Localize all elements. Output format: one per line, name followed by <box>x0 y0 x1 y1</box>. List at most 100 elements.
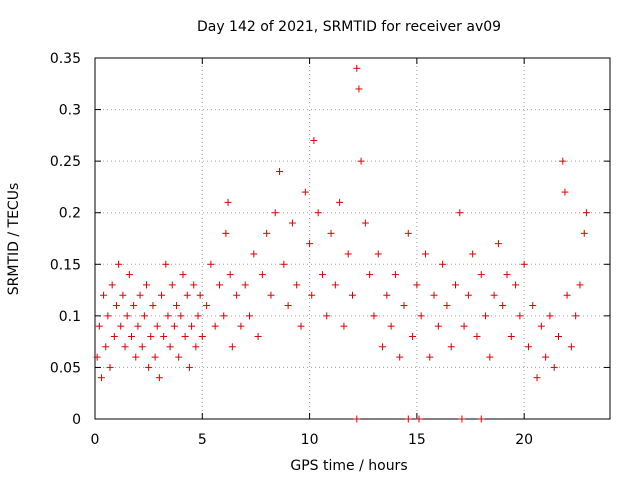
data-point <box>458 415 466 423</box>
data-point <box>400 302 408 310</box>
data-point <box>559 157 567 165</box>
data-point <box>119 291 127 299</box>
data-point <box>572 312 580 320</box>
data-point <box>546 312 554 320</box>
data-point <box>211 322 219 330</box>
data-point <box>464 291 472 299</box>
data-point <box>482 312 490 320</box>
data-point <box>194 312 202 320</box>
data-point <box>106 363 114 371</box>
data-point <box>222 229 230 237</box>
data-point <box>349 291 356 299</box>
data-point <box>149 302 157 310</box>
axis-ticks: 0 5 10 15 20 0 0.05 0.1 0.15 0.2 0.25 0.3 0.35 <box>50 51 610 448</box>
data-point <box>486 353 494 361</box>
data-point <box>469 250 477 258</box>
data-point <box>460 322 468 330</box>
data-point <box>374 250 382 258</box>
data-point <box>117 322 125 330</box>
y-tick-label: 0.15 <box>50 257 81 273</box>
data-point <box>503 271 511 279</box>
data-point <box>344 250 352 258</box>
data-point <box>173 302 181 310</box>
data-point <box>512 281 520 289</box>
data-point <box>563 291 571 299</box>
data-point <box>456 209 464 217</box>
y-tick-label: 0.35 <box>50 51 81 67</box>
y-tick-label: 0 <box>72 412 81 428</box>
data-point <box>147 332 155 340</box>
data-point <box>537 322 545 330</box>
data-point <box>396 353 404 361</box>
data-point <box>336 198 344 206</box>
data-point <box>134 322 142 330</box>
data-point <box>473 332 481 340</box>
data-point <box>310 137 318 145</box>
data-point <box>284 302 292 310</box>
data-point <box>516 312 524 320</box>
data-point <box>170 322 178 330</box>
data-point <box>145 363 153 371</box>
plot-frame <box>94 57 611 420</box>
x-axis-title: GPS time / hours <box>290 458 407 474</box>
data-point <box>426 353 434 361</box>
data-point <box>271 209 279 217</box>
data-point <box>190 281 198 289</box>
data-point <box>413 281 421 289</box>
data-points <box>93 64 590 423</box>
data-point <box>153 322 161 330</box>
y-axis-title: SRMTID / TECUs <box>6 183 22 296</box>
data-point <box>561 188 569 196</box>
data-point <box>224 198 232 206</box>
data-point <box>439 260 447 268</box>
data-point <box>143 281 150 289</box>
data-point <box>185 363 193 371</box>
data-point <box>331 281 339 289</box>
data-point <box>434 322 442 330</box>
data-point <box>215 281 223 289</box>
data-point <box>110 332 118 340</box>
data-point <box>168 281 176 289</box>
data-point <box>361 219 369 227</box>
data-point <box>198 332 206 340</box>
data-point <box>323 312 331 320</box>
data-point <box>507 332 515 340</box>
data-point <box>115 260 123 268</box>
data-point <box>327 229 335 237</box>
data-point <box>533 374 541 382</box>
data-point <box>183 291 191 299</box>
data-point <box>162 260 170 268</box>
data-point <box>430 291 438 299</box>
data-point <box>250 250 258 258</box>
data-point <box>520 260 528 268</box>
data-point <box>177 312 185 320</box>
data-point <box>108 281 116 289</box>
data-point <box>220 312 228 320</box>
data-point <box>314 209 322 217</box>
data-point <box>550 363 558 371</box>
data-point <box>196 291 204 299</box>
data-point <box>151 353 159 361</box>
data-point <box>582 209 590 217</box>
data-point <box>542 353 550 361</box>
data-point <box>524 343 532 351</box>
data-point <box>477 415 485 423</box>
data-point <box>499 302 507 310</box>
data-point <box>181 332 189 340</box>
data-point <box>179 271 187 279</box>
data-point <box>576 281 584 289</box>
data-point <box>175 353 183 361</box>
data-point <box>306 240 314 248</box>
data-point <box>241 281 249 289</box>
data-point <box>104 312 112 320</box>
data-point <box>158 291 166 299</box>
data-point <box>353 415 361 423</box>
data-point <box>263 229 271 237</box>
data-point <box>370 312 378 320</box>
data-point <box>267 291 275 299</box>
data-point <box>580 229 588 237</box>
data-point <box>494 240 502 248</box>
data-point <box>293 281 301 289</box>
x-tick-label: 10 <box>301 432 319 448</box>
data-point <box>280 260 288 268</box>
